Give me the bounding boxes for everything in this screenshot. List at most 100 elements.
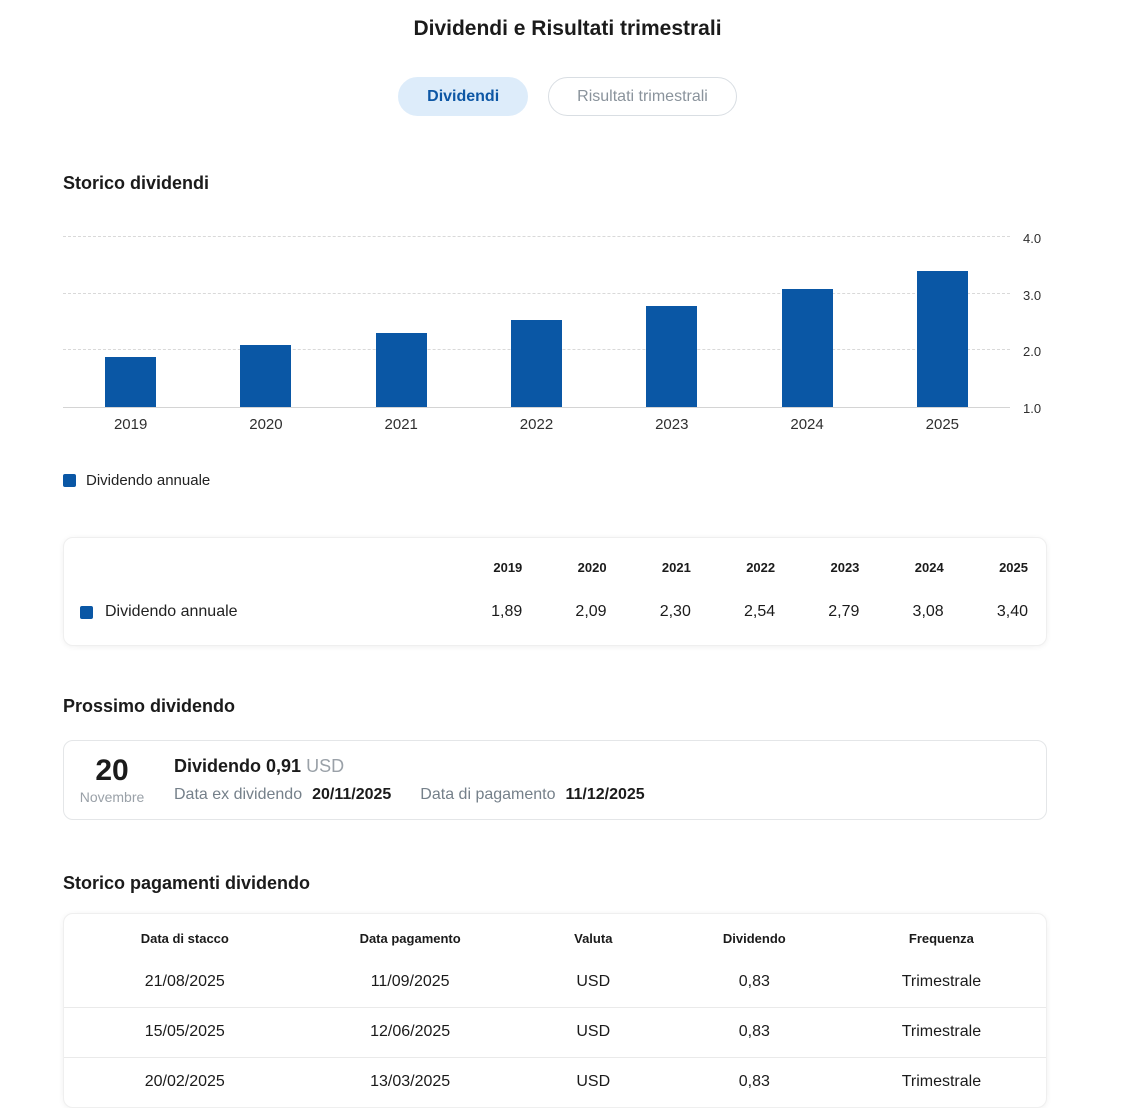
summary-row-label-cell: Dividendo annuale [80,595,438,621]
x-axis-label-2021: 2021 [384,416,418,433]
x-axis-label-2025: 2025 [925,416,960,433]
next-dividend-currency: USD [306,756,345,776]
payments-cell: 0,83 [738,972,770,990]
bar-slot-2023 [604,223,739,407]
next-dividend-month: Novembre [79,788,145,805]
chart-x-axis: 2019 2020 2021 2022 2023 2024 2025 [63,416,1010,433]
x-axis-label-2024: 2024 [790,416,824,433]
next-dividend-date-block: 20 Novembre [64,753,160,805]
payments-history-heading: Storico pagamenti dividendo [63,873,311,893]
bar-slot-2021 [334,223,469,407]
payments-header-row: Data di stacco Data pagamento Valuta Divide… [64,914,1046,957]
summary-value-row: Dividendo annuale 1,89 2,09 2,30 2,54 2,79 3,0… [80,595,1028,621]
bar-2020 [240,345,292,407]
payments-cell: Trimestrale [836,1056,1046,1107]
summary-value-cell: 1,89 [491,603,523,620]
summary-header-row: 2019 2020 2021 2022 2023 2024 2025 [80,558,1028,595]
payments-cell: 0,83 [671,1006,837,1057]
y-axis-tick-label: 4.0 [1023,231,1042,246]
summary-value-cell: 2,79 [828,603,860,620]
bar-2025 [916,271,968,407]
summary-value-cell: 3,40 [996,603,1028,620]
summary-year-header: 2021 [661,560,691,575]
summary-year-header: 2022 [746,560,776,575]
payments-cell: 11/09/2025 [370,972,450,990]
bar-slot-2020 [198,223,333,407]
payments-column-header: Data pagamento [359,931,461,946]
payments-cell: 12/06/2025 [305,1006,515,1057]
page-title: Dividendi e Risultati trimestrali [413,17,722,40]
bar-slot-2019 [63,223,198,407]
bar-2023 [646,305,698,407]
next-dividend-card: 20 Novembre Dividendo 0,91 USD Data ex d… [63,740,1047,820]
summary-year-header: 2019 [493,560,523,575]
tab-risultati-trimestrali[interactable]: Risultati trimestrali [548,77,737,116]
bar-slot-2022 [469,223,604,407]
next-dividend-day: 20 [95,753,129,787]
payments-column-header: Dividendo [722,931,786,946]
payments-column-header: Valuta [574,931,613,946]
x-axis-label-2023: 2023 [655,416,689,433]
payments-history-table: Data di stacco Data pagamento Valuta Divide… [64,914,1046,1107]
payments-row: 20/02/2025 13/03/2025 USD 0,83 Trimestrale [64,1056,1046,1107]
payments-history-card: Data di stacco Data pagamento Valuta Divide… [63,913,1047,1108]
chart-y-axis: 1.0 2.0 3.0 4.0 [1010,223,1047,416]
next-dividend-amount: Dividendo 0,91 [174,756,302,776]
dividend-summary-table: 2019 2020 2021 2022 2023 2024 2025 Dividendo a… [80,558,1028,621]
payments-cell: 15/05/2025 [64,1006,306,1057]
bar-2021 [375,333,427,407]
y-axis-tick-label: 1.0 [1023,401,1042,416]
ex-dividend-date: Data ex dividendo 20/11/2025 [174,786,392,803]
summary-row-label-text: Dividendo annuale [105,603,238,620]
payments-cell: USD [514,1006,672,1057]
summary-year-header: 2025 [999,560,1028,575]
chart-gridline [63,236,1010,237]
summary-year-header: 2024 [914,560,944,575]
dividend-history-heading: Storico dividendi [63,173,210,193]
payments-row: 15/05/2025 12/06/2025 USD 0,83 Trimestrale [64,1006,1046,1057]
x-axis-label-2022: 2022 [519,416,554,433]
bar-2022 [510,319,562,407]
chart-plot-area [63,223,1010,408]
payments-cell: 13/03/2025 [305,1056,515,1107]
y-axis-tick-label: 3.0 [1023,287,1042,303]
bar-slot-2024 [739,223,874,407]
payments-cell: 0,83 [671,1056,837,1107]
x-axis-label-2020: 2020 [249,416,283,433]
tab-bar: Dividendi Risultati trimestrali [0,77,1135,116]
payments-cell: 21/08/2025 [144,972,225,990]
payments-cell: Trimestrale [836,1006,1046,1057]
payments-body: 21/08/2025 11/09/2025 USD 0,83 Trimestrale 15… [64,957,1046,1107]
summary-value-cell: 3,08 [912,603,944,620]
payment-date: Data di pagamento 11/12/2025 [420,786,645,803]
chart-gridline [63,292,1010,294]
payments-column-header: Frequenza [908,931,974,946]
summary-value-cell: 2,54 [743,603,776,620]
chart-bars [63,223,1010,407]
summary-year-header: 2020 [577,560,607,575]
summary-value-cell: 2,30 [659,603,691,620]
next-dividend-heading: Prossimo dividendo [63,696,236,716]
content-area: Storico dividendi 1.0 2.0 3.0 4.0 2019 2020 2… [63,173,1047,1108]
summary-value-cell: 2,09 [575,603,607,620]
payments-cell: 20/02/2025 [64,1056,306,1107]
tab-dividendi[interactable]: Dividendi [398,77,529,116]
payments-cell: USD [576,972,611,990]
summary-year-header: 2023 [830,560,860,575]
summary-row-label: Dividendo annuale [80,603,438,621]
summary-legend-swatch-icon [80,605,93,619]
legend-swatch-icon [63,474,76,487]
dividend-summary-card: 2019 2020 2021 2022 2023 2024 2025 Dividendo a… [63,537,1047,646]
next-dividend-dates-line: Data ex dividendo 20/11/2025 Data di paga… [174,786,645,804]
payments-cell: Trimestrale [901,972,982,990]
bar-2024 [781,289,833,407]
chart-legend-item[interactable]: Dividendo annuale [63,472,1047,489]
bar-2019 [105,356,157,407]
dividend-bar-chart: 1.0 2.0 3.0 4.0 [63,223,1047,416]
next-dividend-amount-line: Dividendo 0,91 USD [174,756,645,777]
payments-row: 21/08/2025 11/09/2025 USD 0,83 Trimestrale [64,957,1046,1007]
bar-slot-2025 [875,223,1010,407]
x-axis-label-2019: 2019 [113,416,148,433]
next-dividend-info: Dividendo 0,91 USD Data ex dividendo 20/1… [174,756,645,804]
